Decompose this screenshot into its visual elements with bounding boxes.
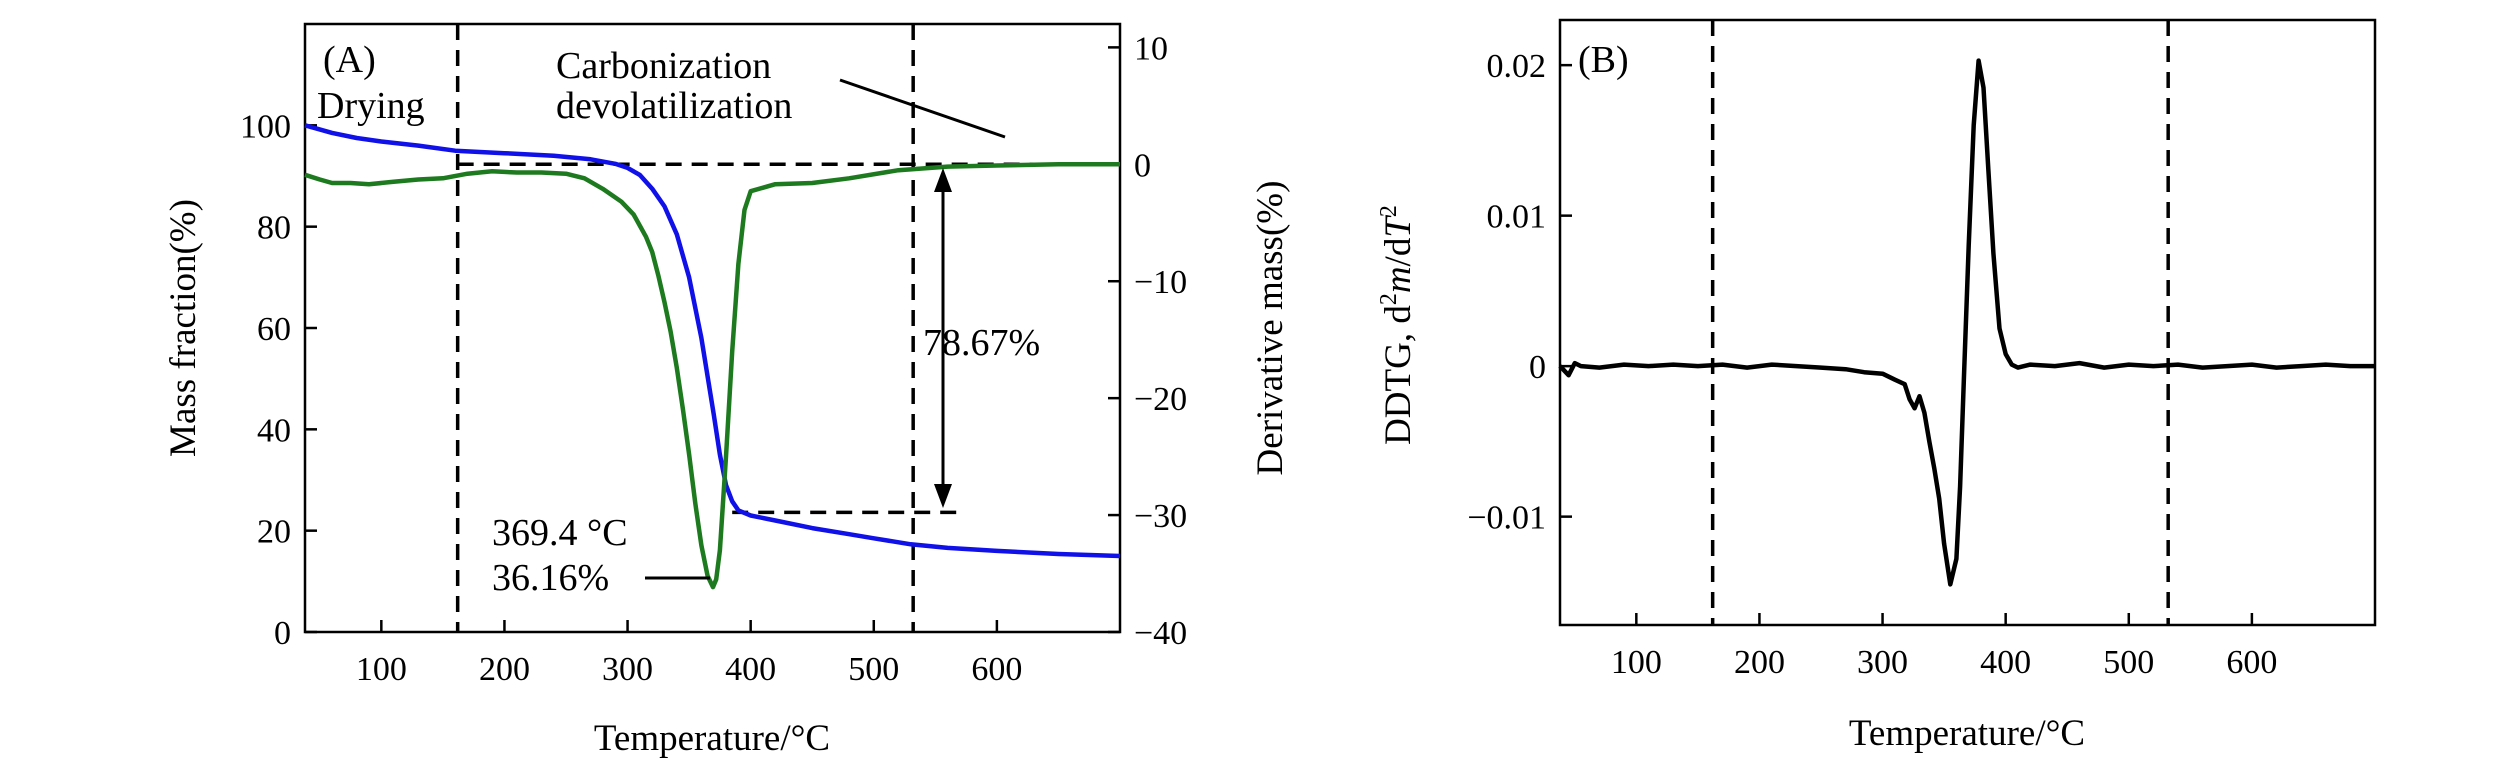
x-tick-label-a-5: 600 (971, 651, 1022, 688)
series-a (304, 123, 1121, 590)
x-axis-label-a: Temperature/°C (594, 718, 830, 759)
y2-tick-label-a-2: −20 (1134, 381, 1187, 418)
x-axis-ticks-a: 100 200 300 400 500 600 (356, 620, 1022, 688)
y-tick-label-a-2: 40 (257, 412, 291, 449)
y-axis-label-b-mid: /d (1378, 237, 1419, 266)
y-tick-label-b-2: 0.01 (1487, 199, 1547, 236)
mass-loss-arrowhead-up (934, 168, 952, 192)
y-tick-label-a-3: 60 (257, 311, 291, 348)
x-tick-label-b-1: 200 (1734, 644, 1785, 681)
y2-tick-label-a-5: 10 (1134, 30, 1168, 67)
x-tick-label-b-5: 600 (2226, 644, 2277, 681)
mass-loss-arrowhead-down (934, 484, 952, 508)
y-tick-label-a-0: 0 (274, 615, 291, 652)
annotation-drying: Drying (317, 85, 425, 127)
y-axis-label-b-sup1: 2 (1376, 293, 1402, 305)
mass-loss-arrow (934, 168, 952, 508)
y-tick-label-b-3: 0.02 (1487, 48, 1547, 85)
x-axis-ticks-b: 100 200 300 400 500 600 (1611, 613, 2277, 681)
y2-tick-label-a-0: −40 (1134, 615, 1187, 652)
y-tick-label-b-0: −0.01 (1467, 500, 1546, 537)
panel-label-a: (A) (323, 39, 376, 81)
panel-b-ddtg-chart: 100 200 300 400 500 600 −0.01 0 0.01 0.02 (B) Te… (1376, 18, 2377, 754)
y-axis-label-b-T: T (1378, 215, 1419, 238)
x-tick-label-a-0: 100 (356, 651, 407, 688)
x-tick-label-b-3: 400 (1980, 644, 2031, 681)
x-tick-label-a-3: 400 (725, 651, 776, 688)
x-tick-label-a-1: 200 (479, 651, 530, 688)
y-tick-label-b-1: 0 (1529, 349, 1546, 386)
ddtg-line (1558, 58, 2375, 587)
annotation-peak-temp: 369.4 °C (492, 512, 628, 554)
x-tick-label-b-2: 300 (1857, 644, 1908, 681)
annotation-carbonization-line1: Carbonization (556, 45, 771, 87)
derivative-mass-line (304, 162, 1120, 590)
y2-axis-ticks-a: −40 −30 −20 −10 0 10 (1108, 30, 1187, 652)
mass-fraction-line (304, 123, 1121, 559)
y2-axis-label-a: Derivative mass(%) (1250, 181, 1291, 476)
x-tick-label-a-4: 500 (848, 651, 899, 688)
y-tick-label-a-4: 80 (257, 210, 291, 247)
x-tick-label-a-2: 300 (602, 651, 653, 688)
y-axis-label-b-sup2: 2 (1376, 205, 1402, 217)
y-axis-label-a: Mass fraction(%) (163, 199, 204, 457)
reference-lines-b (1710, 20, 2170, 625)
annotation-mass-loss: 78.67% (923, 322, 1040, 364)
plot-frame-b (1558, 18, 2377, 627)
y2-tick-label-a-3: −10 (1134, 264, 1187, 301)
y2-tick-label-a-1: −30 (1134, 498, 1187, 535)
y-axis-ticks-a: 0 20 40 60 80 100 (240, 108, 317, 652)
annotation-carbonization-line2: devolatilization (556, 85, 792, 127)
y-axis-label-b-m: m (1378, 266, 1419, 293)
y-tick-label-a-1: 20 (257, 514, 291, 551)
panel-label-b: (B) (1578, 39, 1629, 81)
y-tick-label-a-5: 100 (240, 108, 291, 145)
series-b (1558, 58, 2375, 587)
y-axis-label-b-prefix: DDTG, d (1378, 305, 1419, 445)
annotation-peak-value: 36.16% (492, 557, 609, 599)
x-tick-label-b-4: 500 (2103, 644, 2154, 681)
y2-tick-label-a-4: 0 (1134, 147, 1151, 184)
annotation-carbonization-pointer (839, 78, 1006, 139)
y-axis-label-b: DDTG, d2m/dT2 (1376, 205, 1419, 445)
x-axis-label-b: Temperature/°C (1849, 713, 2085, 754)
y-axis-ticks-b: −0.01 0 0.01 0.02 (1467, 48, 1572, 537)
x-tick-label-b-0: 100 (1611, 644, 1662, 681)
